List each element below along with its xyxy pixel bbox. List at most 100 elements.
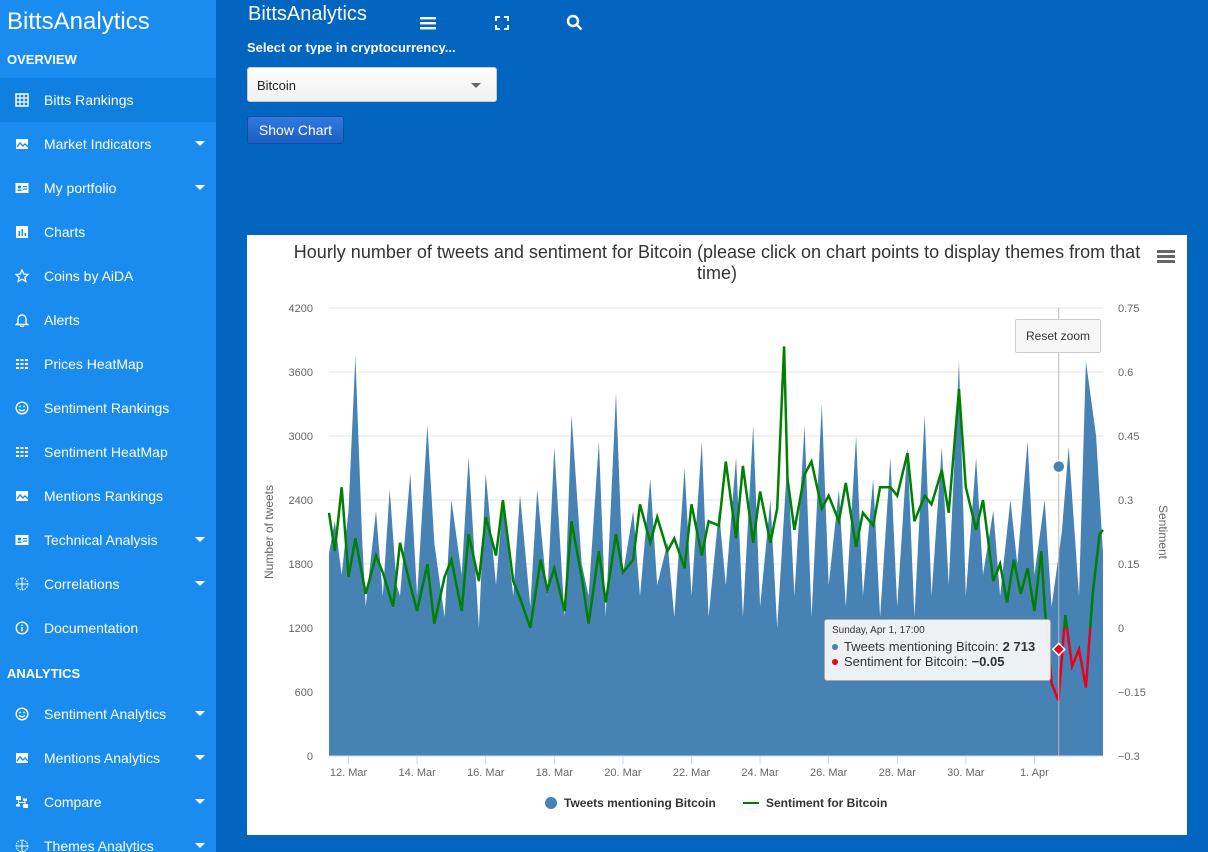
y-left-tick-label: 3600 — [289, 367, 313, 379]
show-chart-button[interactable]: Show Chart — [247, 116, 344, 144]
sidebar-item-sentiment-heatmap[interactable]: Sentiment HeatMap — [0, 430, 216, 474]
sidebar-item-documentation[interactable]: Documentation — [0, 606, 216, 650]
tooltip-sentiment-dot — [832, 658, 838, 665]
smile-icon — [0, 707, 44, 721]
bar-chart-icon — [0, 225, 44, 239]
sidebar: BittsAnalytics OVERVIEW Bitts Rankings Ma… — [0, 0, 216, 852]
caret-down-icon — [195, 581, 205, 586]
chevron-down-icon — [471, 83, 481, 88]
overview-nav-list: Bitts Rankings Market Indicators My portfo… — [0, 78, 216, 650]
sitemap-icon — [0, 795, 44, 809]
chart-menu-icon[interactable] — [1157, 250, 1175, 264]
overview-section-label: OVERVIEW — [7, 52, 77, 67]
caret-down-icon — [195, 755, 205, 760]
y-right-tick-label: −0.3 — [1118, 751, 1140, 763]
x-tick-label: 18. Mar — [536, 767, 574, 779]
globe-icon — [0, 577, 44, 591]
crypto-select-prompt: Select or type in cryptocurrency... — [247, 40, 456, 54]
sidebar-item-label: Sentiment HeatMap — [44, 444, 168, 460]
globe-icon — [0, 839, 44, 852]
chart-title: Hourly number of tweets and sentiment fo… — [293, 242, 1141, 283]
caret-down-icon — [195, 537, 205, 542]
sidebar-item-compare[interactable]: Compare — [0, 780, 216, 824]
analytics-section-label: ANALYTICS — [7, 666, 81, 681]
legend-tweets-label: Tweets mentioning Bitcoin — [564, 796, 716, 810]
image-icon — [0, 489, 44, 503]
sidebar-item-prices-heatmap[interactable]: Prices HeatMap — [0, 342, 216, 386]
sidebar-item-bitts-rankings[interactable]: Bitts Rankings — [0, 78, 216, 122]
sidebar-item-sentiment-rankings[interactable]: Sentiment Rankings — [0, 386, 216, 430]
legend-sentiment-marker — [743, 802, 759, 804]
tooltip-tweets-value: 2 713 — [1002, 639, 1036, 654]
x-tick-label: 12. Mar — [330, 767, 368, 779]
sidebar-item-label: Documentation — [44, 620, 139, 636]
y-left-tick-label: 2400 — [289, 495, 313, 507]
sidebar-item-label: Market Indicators — [44, 136, 152, 152]
sidebar-item-label: Alerts — [44, 312, 80, 328]
sidebar-item-themes-analytics[interactable]: Themes Analytics — [0, 824, 216, 852]
x-tick-label: 22. Mar — [673, 767, 711, 779]
sidebar-item-coins-by-aida[interactable]: Coins by AiDA — [0, 254, 216, 298]
x-tick-label: 24. Mar — [741, 767, 779, 779]
sentiment-line-series — [327, 346, 1104, 628]
search-icon[interactable] — [565, 13, 585, 33]
id-card-icon — [0, 533, 44, 547]
grid-icon — [0, 93, 44, 107]
tweets-area-series — [329, 356, 1103, 756]
tooltip-tweets-dot — [832, 643, 838, 650]
tooltip-sentiment-row: Sentiment for Bitcoin: −0.05 — [832, 654, 1043, 669]
tooltip-tweets-label: Tweets mentioning Bitcoin: — [844, 639, 999, 654]
sidebar-item-label: Sentiment Analytics — [44, 706, 167, 722]
y-right-tick-label: 0.45 — [1118, 431, 1139, 443]
sidebar-item-label: Charts — [44, 224, 86, 240]
sidebar-item-label: My portfolio — [44, 180, 117, 196]
info-icon — [0, 621, 44, 635]
y-right-tick-label: 0 — [1118, 623, 1124, 635]
sidebar-item-my-portfolio[interactable]: My portfolio — [0, 166, 216, 210]
x-tick-label: 14. Mar — [398, 767, 436, 779]
sidebar-item-alerts[interactable]: Alerts — [0, 298, 216, 342]
crypto-select-value: Bitcoin — [257, 78, 297, 93]
x-tick-label: 20. Mar — [604, 767, 642, 779]
legend-item-sentiment[interactable]: Sentiment for Bitcoin — [743, 796, 887, 810]
bell-icon — [0, 313, 44, 327]
caret-down-icon — [195, 185, 205, 190]
sidebar-item-mentions-rankings[interactable]: Mentions Rankings — [0, 474, 216, 518]
y-left-axis-title: Number of tweets — [262, 485, 276, 579]
star-icon — [0, 269, 44, 283]
sidebar-item-label: Themes Analytics — [44, 838, 154, 852]
x-tick-label: 16. Mar — [467, 767, 505, 779]
sidebar-item-label: Mentions Analytics — [44, 750, 160, 766]
y-right-axis-title: Sentiment — [1156, 505, 1170, 560]
sidebar-item-technical-analysis[interactable]: Technical Analysis — [0, 518, 216, 562]
sidebar-item-market-indicators[interactable]: Market Indicators — [0, 122, 216, 166]
sidebar-item-charts[interactable]: Charts — [0, 210, 216, 254]
menu-icon[interactable] — [418, 13, 438, 33]
reset-zoom-button[interactable]: Reset zoom — [1015, 319, 1101, 353]
sidebar-item-sentiment-analytics[interactable]: Sentiment Analytics — [0, 692, 216, 736]
y-left-tick-label: 1800 — [289, 559, 313, 571]
caret-down-icon — [195, 799, 205, 804]
sidebar-item-mentions-analytics[interactable]: Mentions Analytics — [0, 736, 216, 780]
y-left-tick-label: 3000 — [289, 431, 313, 443]
image-icon — [0, 751, 44, 765]
sidebar-item-correlations[interactable]: Correlations — [0, 562, 216, 606]
sentiment-hover-marker — [1051, 642, 1066, 657]
tooltip-sentiment-label: Sentiment for Bitcoin: — [844, 654, 968, 669]
y-left-tick-label: 1200 — [289, 623, 313, 635]
caret-down-icon — [195, 141, 205, 146]
x-tick-label: 1. Apr — [1020, 767, 1049, 779]
sidebar-item-label: Correlations — [44, 576, 120, 592]
sidebar-item-label: Bitts Rankings — [44, 92, 134, 108]
brand-logo-text[interactable]: BittsAnalytics — [7, 8, 150, 35]
y-right-tick-label: 0.75 — [1118, 303, 1139, 315]
x-tick-label: 28. Mar — [879, 767, 917, 779]
crypto-select[interactable]: Bitcoin — [247, 67, 497, 102]
sidebar-item-label: Compare — [44, 794, 102, 810]
chart-panel: 0 600 1200 1800 2400 3000 3600 4200 −0.3 −0.15 0 0.… — [247, 235, 1187, 835]
y-right-tick-label: 0.15 — [1118, 559, 1139, 571]
tooltip-date: Sunday, Apr 1, 17:00 — [832, 625, 925, 636]
legend-item-tweets[interactable]: Tweets mentioning Bitcoin — [545, 796, 716, 810]
tooltip-tweets-row: Tweets mentioning Bitcoin: 2 713 — [832, 639, 1043, 654]
fullscreen-icon[interactable] — [492, 13, 512, 33]
